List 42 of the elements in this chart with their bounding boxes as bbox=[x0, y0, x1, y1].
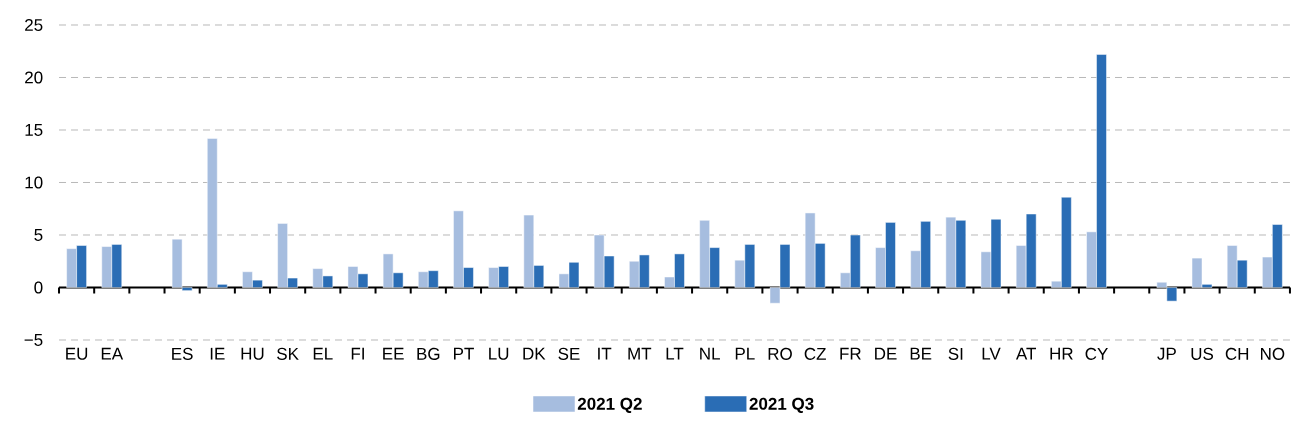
x-tick-label: FR bbox=[840, 347, 861, 360]
x-tick-label: CZ bbox=[804, 347, 826, 360]
x-tick-label: NO bbox=[1261, 347, 1285, 360]
y-tick-label: 10 bbox=[25, 176, 43, 189]
x-tick-label: EA bbox=[101, 347, 124, 360]
x-tick-label: AT bbox=[1015, 347, 1037, 360]
y-tick-label: 20 bbox=[25, 71, 43, 84]
x-tick-label: EL bbox=[313, 347, 333, 360]
x-tick-label: EE bbox=[383, 347, 404, 360]
x-tick-label: DK bbox=[523, 347, 546, 360]
x-tick-label: LV bbox=[982, 347, 1001, 360]
x-tick-label: SI bbox=[948, 347, 963, 360]
x-tick-label: NL bbox=[700, 347, 720, 360]
x-tick-label: BE bbox=[910, 347, 932, 360]
x-tick-label: RO bbox=[768, 347, 792, 360]
x-tick-label: ES bbox=[172, 347, 193, 360]
x-tick-label: LU bbox=[489, 347, 509, 360]
legend-label: 2021 Q2 bbox=[577, 397, 642, 413]
x-tick-label: JP bbox=[1157, 347, 1176, 360]
y-tick-label: 0 bbox=[34, 281, 43, 294]
x-tick-label: US bbox=[1191, 347, 1214, 360]
x-tick-label: SE bbox=[558, 347, 580, 360]
x-tick-label: CH bbox=[1225, 347, 1249, 360]
x-tick-label: EU bbox=[66, 347, 88, 360]
x-tick-label: HR bbox=[1050, 347, 1073, 360]
x-tick-label: PT bbox=[454, 347, 474, 360]
x-tick-label: BG bbox=[417, 347, 440, 360]
x-tick-label: DE bbox=[875, 347, 897, 360]
x-tick-label: CY bbox=[1085, 347, 1108, 360]
x-tick-label: PL bbox=[735, 347, 755, 360]
x-tick-label: IE bbox=[210, 347, 225, 360]
legend-label: 2021 Q3 bbox=[749, 397, 814, 413]
y-tick-label: 25 bbox=[25, 18, 43, 32]
x-tick-label: LT bbox=[666, 347, 684, 360]
x-tick-label: MT bbox=[628, 347, 652, 360]
x-tick-label: SK bbox=[277, 347, 299, 360]
x-tick-label: IT bbox=[598, 347, 612, 360]
x-tick-label: HU bbox=[241, 347, 264, 360]
y-tick-label: 5 bbox=[34, 229, 43, 241]
y-tick-label: 15 bbox=[25, 124, 43, 136]
x-tick-label: FI bbox=[351, 347, 364, 360]
y-tick-label: −5 bbox=[24, 334, 43, 346]
